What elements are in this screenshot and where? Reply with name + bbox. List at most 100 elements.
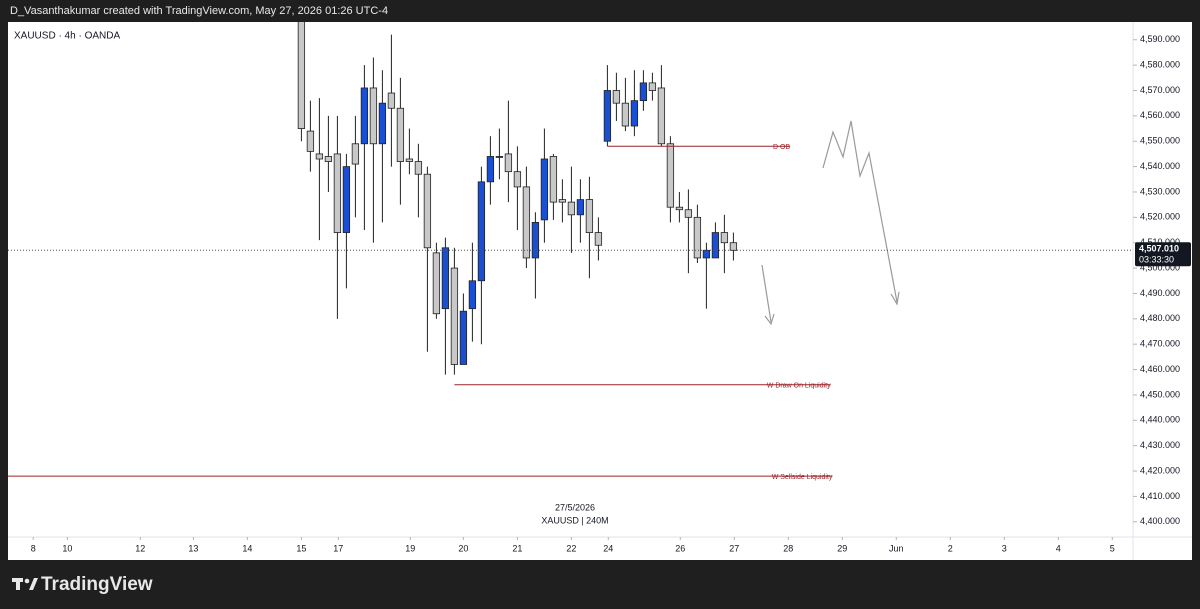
- x-tick-label: 13: [188, 543, 198, 553]
- y-tick-label: 4,570.000: [1140, 85, 1180, 95]
- y-tick-label: 4,410.000: [1140, 491, 1180, 501]
- level-label: W Draw On Liquidity: [767, 383, 831, 390]
- x-tick-label: 24: [603, 543, 613, 553]
- candle-body: [603, 90, 612, 142]
- last-price-label: 4,507.010: [1139, 244, 1179, 254]
- header: D_Vasanthakumar created with TradingView…: [10, 5, 388, 17]
- level-label: W Sellside Liquidity: [772, 474, 833, 481]
- candle-body: [594, 232, 603, 246]
- candle-body: [387, 92, 396, 109]
- y-tick-label: 4,460.000: [1140, 364, 1180, 374]
- candle-body: [360, 87, 369, 145]
- candle-body: [675, 206, 684, 211]
- y-tick-label: 4,580.000: [1140, 60, 1180, 70]
- level-label: D OB: [773, 144, 790, 151]
- candle-body: [558, 199, 567, 203]
- y-tick-label: 4,490.000: [1140, 288, 1180, 298]
- candle-body: [540, 158, 549, 221]
- x-tick-label: 10: [62, 543, 72, 553]
- candle-body: [666, 143, 675, 208]
- candle-body: [729, 242, 738, 251]
- candle-body: [549, 156, 558, 203]
- candle-body: [648, 82, 657, 91]
- x-tick-label: 21: [512, 543, 522, 553]
- logo: [12, 578, 38, 590]
- y-tick-label: 4,560.000: [1140, 110, 1180, 120]
- y-tick-label: 4,480.000: [1140, 313, 1180, 323]
- candle-body: [612, 90, 621, 104]
- x-tick-label: 5: [1110, 543, 1115, 553]
- last-price-tag: [1135, 242, 1191, 267]
- candle-body: [450, 267, 459, 365]
- watermark: 27/5/2026: [555, 502, 595, 512]
- countdown: 03:33:30: [1139, 255, 1174, 265]
- y-tick-label: 4,590.000: [1140, 34, 1180, 44]
- candle-body: [324, 156, 333, 162]
- y-tick-label: 4,420.000: [1140, 465, 1180, 475]
- candle-body: [711, 232, 720, 259]
- candle-body: [630, 100, 639, 127]
- x-tick-label: 12: [135, 543, 145, 553]
- x-tick-label: 4: [1056, 543, 1061, 553]
- x-tick-label: 3: [1002, 543, 1007, 553]
- y-tick-label: 4,440.000: [1140, 415, 1180, 425]
- x-tick-label: 27: [729, 543, 739, 553]
- candle-body: [423, 173, 432, 249]
- y-tick-label: 4,500.000: [1140, 262, 1180, 272]
- y-tick-label: 4,520.000: [1140, 212, 1180, 222]
- x-tick-label: 29: [837, 543, 847, 553]
- candle-body: [531, 222, 540, 259]
- x-tick-label: Jun: [889, 543, 904, 553]
- candle-body: [441, 247, 450, 310]
- x-tick-label: 15: [296, 543, 306, 553]
- candle-body: [486, 156, 495, 183]
- y-tick-label: 4,540.000: [1140, 161, 1180, 171]
- candle-body: [405, 158, 414, 162]
- candle-body: [684, 209, 693, 218]
- candle-body: [702, 249, 711, 259]
- candle-body: [585, 199, 594, 233]
- candle-body: [576, 199, 585, 216]
- plot: [297, 22, 738, 375]
- y-tick-label: 4,550.000: [1140, 136, 1180, 146]
- candle-body: [432, 252, 441, 315]
- candle-body: [567, 201, 576, 216]
- x-tick-label: 8: [31, 543, 36, 553]
- candle-body: [495, 156, 504, 158]
- footer-brand: TradingView: [41, 574, 153, 595]
- candle-body: [342, 166, 351, 233]
- x-tick-label: 19: [405, 543, 415, 553]
- candle-body: [477, 181, 486, 282]
- x-tick-label: 17: [333, 543, 343, 553]
- y-tick-label: 4,450.000: [1140, 389, 1180, 399]
- candle-body: [504, 153, 513, 173]
- x-tick-label: 14: [242, 543, 252, 553]
- candle-body: [468, 280, 477, 310]
- candle-body: [333, 153, 342, 233]
- symbol: XAUUSD · 4h · OANDA: [14, 31, 120, 42]
- candle-body: [351, 143, 360, 165]
- candle-body: [414, 161, 423, 175]
- candle-body: [459, 310, 468, 365]
- candle-body: [396, 107, 405, 162]
- candle-body: [513, 171, 522, 188]
- y-tick-label: 4,470.000: [1140, 339, 1180, 349]
- x-tick-label: 22: [566, 543, 576, 553]
- candle-body: [315, 153, 324, 160]
- candle-body: [693, 216, 702, 259]
- y-tick-label: 4,400.000: [1140, 516, 1180, 526]
- candle-body: [621, 102, 630, 127]
- candle-body: [720, 232, 729, 244]
- x-tick-label: 26: [675, 543, 685, 553]
- x-tick-label: 28: [783, 543, 793, 553]
- chart-area: [8, 22, 1192, 560]
- candle-body: [306, 130, 315, 152]
- candle-body: [639, 82, 648, 102]
- x-tick-label: 20: [458, 543, 468, 553]
- y-tick-label: 4,510.000: [1140, 237, 1180, 247]
- x-tick-label: 2: [948, 543, 953, 553]
- watermark: XAUUSD | 240M: [541, 515, 608, 525]
- y-tick-label: 4,430.000: [1140, 440, 1180, 450]
- candle-body: [369, 87, 378, 145]
